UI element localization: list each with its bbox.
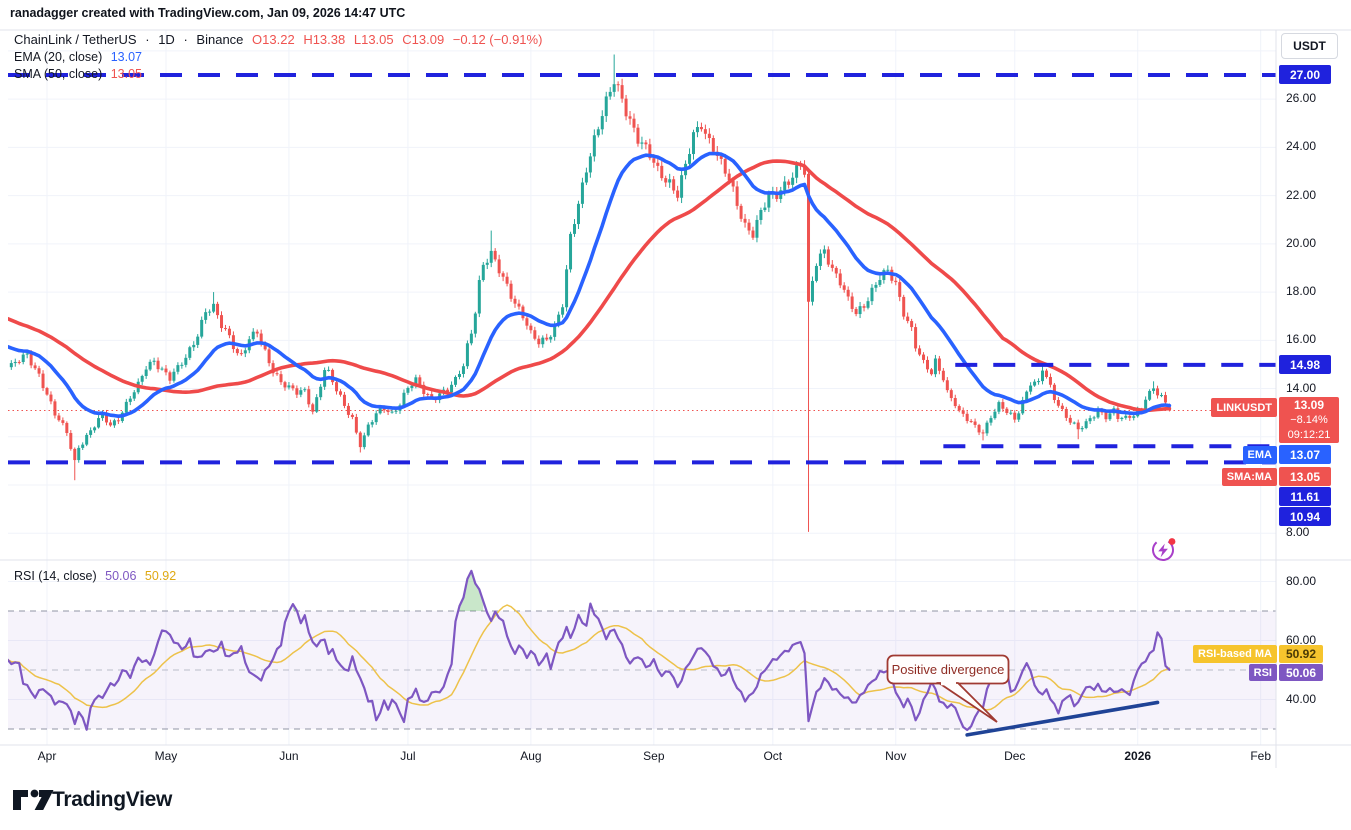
ema-indicator-value: 13.07	[110, 50, 142, 64]
callout-shape[interactable]	[886, 654, 1010, 723]
ohlc-change: −0.12 (−0.91%)	[452, 32, 543, 47]
sma-indicator-value: 13.05	[110, 67, 142, 81]
symbol-price-badge: 13.09 −8.14% 09:12:21	[1279, 397, 1339, 443]
currency-button[interactable]: USDT	[1281, 33, 1338, 59]
ohlc-open: O13.22	[252, 32, 295, 47]
rsi-indicator-label: RSI (14, close)	[14, 569, 97, 583]
interval-label[interactable]: 1D	[158, 32, 175, 47]
symbol-title[interactable]: ChainLink / TetherUS	[14, 32, 137, 47]
rsi-ma-badge-label: RSI-based MA	[1193, 645, 1277, 663]
axis-badge-13.07: 13.07	[1279, 445, 1331, 464]
price-axis-label: 16.00	[1286, 332, 1317, 347]
time-axis-label-2026: 2026	[1124, 749, 1152, 763]
time-axis-label-Sep: Sep	[643, 749, 665, 763]
legend-separator: ·	[183, 32, 188, 47]
axis-badge-14.98: 14.98	[1279, 355, 1331, 375]
axis-badge-10.94: 10.94	[1279, 507, 1331, 526]
rsi-value: 50.06	[105, 569, 137, 583]
flash-alert-icon[interactable]	[1149, 535, 1177, 563]
rsi-legend-row[interactable]: RSI (14, close) 50.06 50.92	[14, 569, 176, 583]
exchange-label[interactable]: Binance	[196, 32, 244, 47]
price-level-lines[interactable]	[8, 73, 1276, 465]
time-axis-label-Aug: Aug	[520, 749, 542, 763]
time-axis-label-Apr: Apr	[37, 749, 57, 763]
rsi-badge-label: RSI	[1248, 664, 1277, 681]
sma-indicator-label: SMA (50, close)	[14, 67, 103, 81]
price-line-label-LINKUSDT: LINKUSDT	[1211, 398, 1277, 417]
divergence-trendline[interactable]	[965, 700, 1160, 737]
rsi-axis-label: 60.00	[1286, 632, 1317, 647]
time-axis-label-Oct: Oct	[763, 749, 783, 763]
price-axis-label: 26.00	[1286, 91, 1317, 106]
brand-wordmark[interactable]: TradingView	[52, 788, 173, 811]
axis-badge-11.61: 11.61	[1279, 487, 1331, 506]
time-axis-label-Jul: Jul	[400, 749, 416, 763]
axis-badge-13.05: 13.05	[1279, 467, 1331, 486]
price-axis-label: 18.00	[1286, 284, 1317, 299]
tradingview-logo-icon[interactable]	[12, 786, 54, 814]
time-axis-label-May: May	[154, 749, 178, 763]
price-axis-label: 8.00	[1286, 525, 1310, 540]
rsi-ma-badge-value: 50.92	[1279, 645, 1323, 663]
moving-average-lines	[8, 151, 1172, 418]
price-line-label-EMA: EMA	[1242, 446, 1277, 464]
candlestick-series	[9, 54, 1171, 532]
rsi-badge-value: 50.06	[1279, 664, 1323, 681]
time-axis-label-Feb: Feb	[1250, 749, 1271, 763]
rsi-pane	[8, 569, 1276, 732]
rsi-axis-label: 40.00	[1286, 691, 1317, 706]
price-axis-label: 24.00	[1286, 139, 1317, 154]
notification-dot	[1168, 538, 1176, 545]
ohlc-high: H13.38	[303, 32, 346, 47]
symbol-legend: ChainLink / TetherUS · 1D · Binance O13.…	[14, 32, 542, 47]
rsi-axis-label: 80.00	[1286, 573, 1317, 588]
price-axis-label: 20.00	[1286, 235, 1317, 250]
legend-separator: ·	[145, 32, 150, 47]
axis-badge-27.00: 27.00	[1279, 65, 1331, 84]
time-axis-label-Nov: Nov	[885, 749, 907, 763]
ema-legend-row[interactable]: EMA (20, close) 13.07	[14, 50, 142, 64]
price-line-label-SMA:MA: SMA:MA	[1221, 468, 1277, 486]
rsi-ma-value: 50.92	[144, 569, 177, 583]
positive-divergence-callout[interactable]: Positive divergence	[891, 662, 1005, 677]
ohlc-low: L13.05	[353, 32, 394, 47]
price-axis-label: 22.00	[1286, 187, 1317, 202]
price-axis-label: 14.00	[1286, 380, 1317, 395]
time-axis-label-Jun: Jun	[279, 749, 299, 763]
watermark-text: ranadagger created with TradingView.com,…	[10, 6, 406, 20]
time-axis-label-Dec: Dec	[1004, 749, 1026, 763]
sma-legend-row[interactable]: SMA (50, close) 13.05	[14, 67, 142, 81]
ohlc-close: C13.09	[402, 32, 445, 47]
ema-indicator-label: EMA (20, close)	[14, 50, 103, 64]
